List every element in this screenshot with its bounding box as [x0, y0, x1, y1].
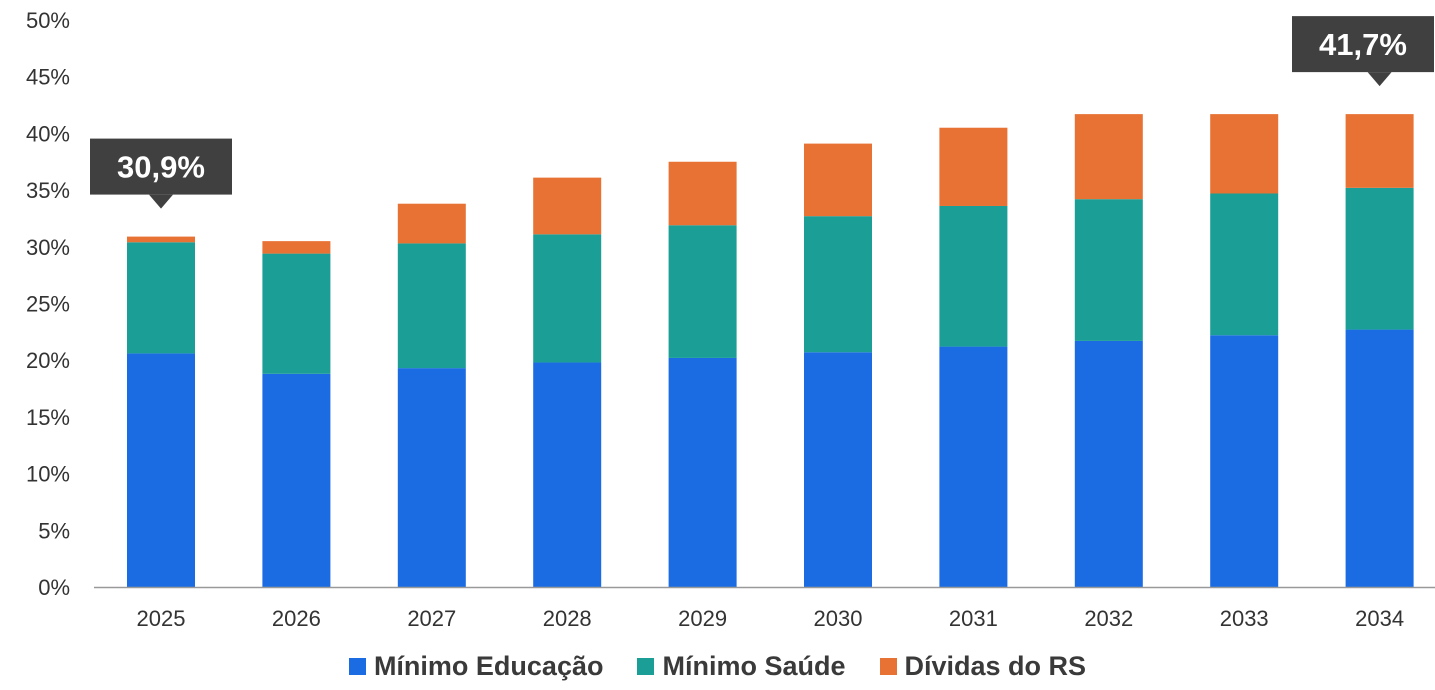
bar-segment-saude [397, 243, 466, 369]
legend-label-dividas: Dívidas do RS [904, 651, 1087, 681]
bar-segment-dividas [1210, 114, 1279, 194]
callout-pointer [1367, 72, 1392, 87]
bar-segment-dividas [397, 203, 466, 244]
bar-segment-saude [262, 253, 331, 374]
bar-segment-educacao [668, 357, 737, 587]
legend-swatch-saude [637, 658, 655, 675]
legend-item-saude: Mínimo Saúde [637, 651, 846, 682]
legend-label-educacao: Mínimo Educação [373, 651, 604, 681]
bar-segment-saude [1074, 199, 1143, 341]
bar-segment-educacao [533, 362, 602, 587]
bar-segment-saude [127, 242, 195, 354]
bar-segment-educacao [127, 353, 195, 587]
bar-segment-dividas [1345, 114, 1414, 188]
callout-label: 30,9% [117, 150, 205, 185]
y-tick-label: 30% [26, 235, 70, 260]
y-tick-label: 40% [26, 121, 70, 146]
y-tick-label: 10% [26, 462, 70, 487]
bar-segment-dividas [939, 127, 1008, 206]
x-tick-label: 2032 [1084, 606, 1133, 631]
legend-swatch-educacao [348, 658, 366, 675]
callout-pointer [149, 194, 173, 209]
bar-segment-educacao [397, 368, 466, 587]
x-tick-label: 2027 [407, 606, 456, 631]
y-tick-label: 0% [38, 575, 70, 600]
bar-segment-educacao [1074, 340, 1143, 587]
x-tick-label: 2025 [137, 606, 186, 631]
annotations-layer: 30,9% 41,7% [90, 16, 1434, 209]
bar-segment-educacao [1210, 335, 1279, 587]
bar-segment-educacao [804, 352, 872, 587]
callout-box [90, 138, 232, 195]
bar-segment-dividas [533, 177, 602, 235]
x-tick-label: 2029 [678, 606, 727, 631]
callout-box [1292, 16, 1434, 73]
bar-segment-saude [668, 225, 737, 358]
value-callout: 30,9% [90, 138, 232, 209]
bar-segment-saude [1210, 193, 1279, 336]
bar-segment-dividas [804, 143, 872, 217]
y-tick-label: 5% [38, 518, 70, 543]
bar-segment-educacao [939, 346, 1008, 587]
legend-label-saude: Mínimo Saúde [662, 651, 846, 681]
y-tick-label: 20% [26, 348, 70, 373]
y-tick-label: 35% [26, 178, 70, 203]
legend: Mínimo Educação Mínimo Saúde Dívidas do … [0, 651, 1435, 682]
x-tick-label: 2033 [1220, 606, 1269, 631]
bar-segment-dividas [668, 161, 737, 226]
bar-segment-dividas [1074, 114, 1143, 200]
bar-segment-saude [939, 205, 1008, 347]
legend-swatch-dividas [879, 658, 897, 675]
y-tick-label: 45% [26, 65, 70, 90]
x-tick-label: 2031 [949, 606, 998, 631]
x-tick-label: 2028 [543, 606, 592, 631]
x-axis: 2025 2026 2027 2028 2029 2030 2031 2032 2033 2034 [94, 586, 1435, 631]
x-tick-label: 2030 [814, 606, 863, 631]
bar-segment-educacao [1345, 329, 1414, 587]
bar-segment-saude [533, 234, 602, 363]
y-tick-label: 50% [26, 8, 70, 33]
legend-item-educacao: Mínimo Educação [348, 651, 604, 682]
y-axis: 0% 5% 10% 15% 20% 25% 30% 35% 40% 45% 50% [26, 8, 70, 600]
bar-segment-dividas [262, 241, 331, 254]
bar-segment-saude [804, 216, 872, 353]
x-tick-label: 2026 [272, 606, 321, 631]
y-tick-label: 25% [26, 292, 70, 317]
bar-segment-educacao [262, 373, 331, 587]
y-tick-label: 15% [26, 405, 70, 430]
x-tick-label: 2034 [1355, 606, 1404, 631]
bar-segment-saude [1345, 187, 1414, 330]
callout-label: 41,7% [1319, 27, 1407, 62]
value-callout: 41,7% [1292, 16, 1434, 87]
legend-item-dividas: Dívidas do RS [879, 651, 1087, 682]
bars-layer [127, 114, 1414, 587]
bar-segment-dividas [127, 236, 195, 243]
